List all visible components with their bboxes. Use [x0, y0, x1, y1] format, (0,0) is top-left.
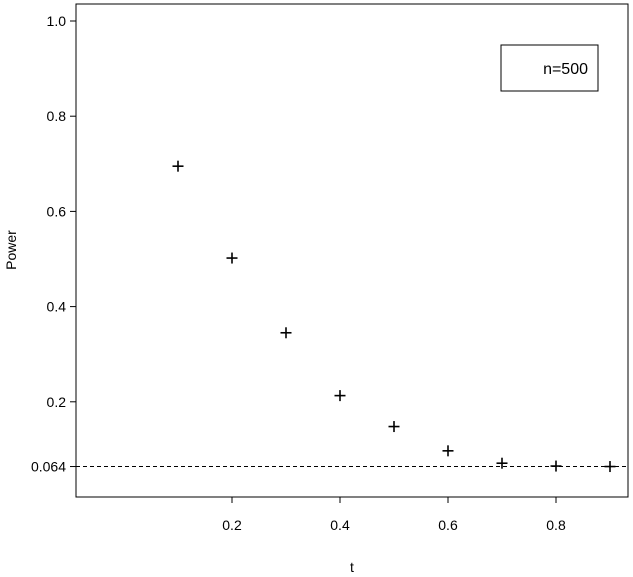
- x-tick-label: 0.8: [546, 517, 566, 533]
- data-point: [442, 445, 454, 457]
- data-point: [496, 457, 508, 469]
- x-axis: 0.20.40.60.81.0: [222, 497, 566, 533]
- data-point: [226, 252, 238, 264]
- y-tick-label: 0.064: [31, 459, 66, 475]
- y-tick-label: 0.6: [47, 203, 67, 219]
- y-axis: 0.064 0.2 0.4 0.6 0.8 1.0: [31, 13, 76, 475]
- data-point: [388, 421, 400, 433]
- data-point: [280, 327, 292, 339]
- data-points: [172, 160, 616, 473]
- legend-box: [500, 44, 599, 92]
- data-point: [604, 461, 616, 473]
- x-tick-label: 0.2: [222, 517, 242, 533]
- y-tick-label: 1.0: [47, 13, 67, 29]
- data-point: [334, 390, 346, 402]
- y-axis-title: Power: [3, 230, 19, 270]
- legend: n=500: [500, 44, 599, 92]
- x-tick-label: 0.4: [330, 517, 350, 533]
- legend-label: n=500: [543, 61, 588, 78]
- plot-frame: [75, 3, 629, 498]
- data-point: [172, 160, 184, 172]
- x-tick-label: 0.6: [438, 517, 458, 533]
- x-axis-title: t: [350, 559, 354, 575]
- y-tick-label: 0.2: [47, 394, 67, 410]
- y-tick-label: 0.4: [47, 299, 67, 315]
- data-point: [550, 460, 562, 472]
- y-tick-label: 0.8: [47, 108, 67, 124]
